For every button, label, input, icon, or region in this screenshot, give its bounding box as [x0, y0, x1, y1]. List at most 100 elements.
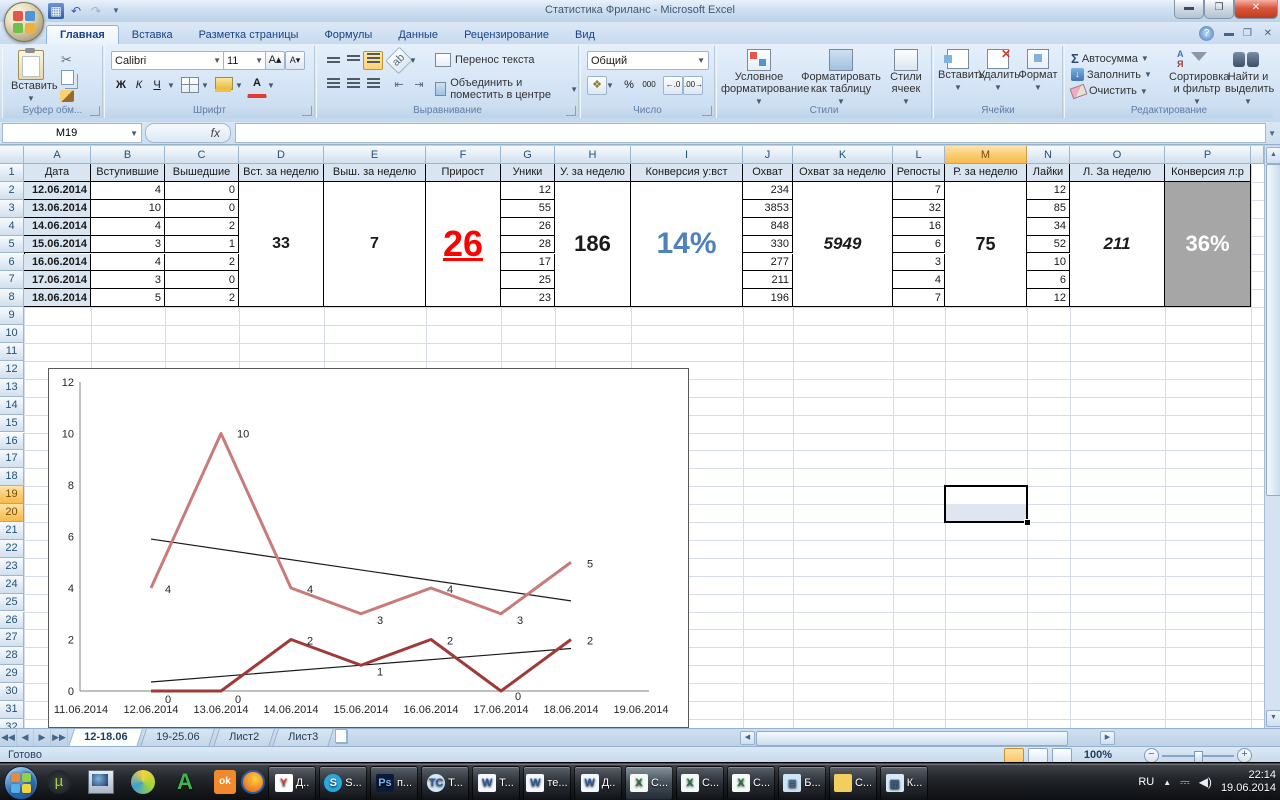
zoom-level[interactable]: 100%: [1083, 749, 1112, 761]
horizontal-scroll-thumb[interactable]: [756, 731, 1068, 746]
row-header-4[interactable]: 4: [0, 217, 24, 236]
select-all-corner[interactable]: [0, 146, 24, 164]
table-cell-A2[interactable]: 12.06.2014: [24, 181, 91, 200]
prev-sheet-icon[interactable]: ◀: [17, 729, 34, 747]
taskbar-button-excel-9[interactable]: X С...: [727, 766, 775, 800]
table-cell-C3[interactable]: 0: [165, 199, 239, 218]
taskbar-button-calc-12[interactable]: ▦ К...: [880, 766, 928, 800]
table-cell-C7[interactable]: 0: [165, 271, 239, 290]
row-header-30[interactable]: 30: [0, 683, 24, 701]
column-header-O[interactable]: O: [1070, 146, 1165, 164]
align-top-icon[interactable]: [323, 51, 343, 70]
taskbar-button-excel-7[interactable]: X С...: [625, 766, 673, 800]
table-cell-J8[interactable]: 196: [743, 289, 793, 308]
clock[interactable]: 22:14 19.06.2014: [1221, 769, 1276, 795]
ribbon-tab-6[interactable]: Вид: [575, 29, 595, 41]
table-cell-B4[interactable]: 4: [91, 217, 165, 236]
row-header-7[interactable]: 7: [0, 271, 24, 290]
row-header-10[interactable]: 10: [0, 325, 24, 343]
find-select-button[interactable]: Найти и выделить ▼: [1225, 49, 1274, 107]
column-header-F[interactable]: F: [426, 146, 501, 164]
number-launcher-icon[interactable]: [702, 106, 712, 116]
column-header-P[interactable]: P: [1165, 146, 1251, 164]
row-header-15[interactable]: 15: [0, 414, 24, 433]
table-header-O[interactable]: Л. За неделю: [1070, 164, 1165, 182]
table-cell-B7[interactable]: 3: [91, 271, 165, 290]
firefox-icon[interactable]: [238, 768, 268, 796]
name-box-dropdown-icon[interactable]: ▼: [130, 128, 138, 138]
align-left-icon[interactable]: [323, 76, 343, 95]
table-header-N[interactable]: Лайки: [1027, 164, 1070, 182]
font-color-dropdown-icon[interactable]: ▼: [267, 81, 275, 90]
table-merged-cell-H[interactable]: 186: [555, 181, 631, 308]
table-header-K[interactable]: Охват за неделю: [793, 164, 893, 182]
font-color-icon[interactable]: A: [247, 76, 267, 98]
column-header-K[interactable]: K: [793, 146, 893, 164]
taskbar-button-word-4[interactable]: W Т...: [472, 766, 520, 800]
ribbon-tab-5[interactable]: Рецензирование: [464, 29, 550, 41]
first-sheet-icon[interactable]: ◀◀: [0, 729, 17, 747]
column-header-J[interactable]: J: [743, 146, 793, 164]
column-header-A[interactable]: A: [24, 146, 91, 164]
table-header-P[interactable]: Конверсия л:р: [1165, 164, 1251, 182]
undo-icon[interactable]: ↶: [70, 4, 82, 18]
table-merged-cell-K[interactable]: 5949: [793, 181, 893, 308]
decrease-decimal-icon[interactable]: .00→: [683, 76, 703, 95]
table-cell-L5[interactable]: 6: [893, 235, 945, 254]
row-header-14[interactable]: 14: [0, 396, 24, 415]
sheet-tab-3[interactable]: Лист3: [271, 729, 334, 747]
chart[interactable]: 0 2 4 6 8 10 12 11.06.2014 12.06.2014 13.06.2014 1…: [48, 368, 689, 728]
vertical-scroll-thumb[interactable]: [1266, 164, 1280, 496]
format-cells-button[interactable]: Формат ▼: [1018, 49, 1058, 93]
table-header-M[interactable]: Р. за неделю: [945, 164, 1027, 182]
table-cell-N8[interactable]: 12: [1027, 289, 1070, 308]
format-as-table-button[interactable]: Форматировать как таблицу ▼: [799, 49, 883, 107]
row-header-26[interactable]: 26: [0, 611, 24, 630]
wrap-text-button[interactable]: Перенос текста: [435, 53, 535, 67]
currency-icon[interactable]: ❖: [587, 76, 607, 95]
table-cell-A3[interactable]: 13.06.2014: [24, 199, 91, 218]
office-button[interactable]: [4, 2, 44, 42]
underline-button[interactable]: Ч: [153, 79, 161, 91]
row-header-25[interactable]: 25: [0, 593, 24, 612]
table-cell-L8[interactable]: 7: [893, 289, 945, 308]
next-sheet-icon[interactable]: ▶: [34, 729, 51, 747]
increase-indent-icon[interactable]: ⇥: [414, 79, 424, 91]
borders-dropdown-icon[interactable]: ▼: [201, 81, 209, 90]
table-cell-N6[interactable]: 10: [1027, 253, 1070, 272]
table-cell-C4[interactable]: 2: [165, 217, 239, 236]
view-page-layout-icon[interactable]: [1027, 748, 1048, 763]
close-button[interactable]: ✕: [1234, 0, 1278, 19]
currency-dropdown-icon[interactable]: ▼: [606, 81, 614, 90]
table-merged-cell-I[interactable]: 14%: [631, 181, 743, 308]
table-cell-B2[interactable]: 4: [91, 181, 165, 200]
column-header-B[interactable]: B: [91, 146, 165, 164]
formula-input[interactable]: [235, 123, 1267, 143]
table-cell-J6[interactable]: 277: [743, 253, 793, 272]
increase-decimal-icon[interactable]: ←.0: [663, 76, 683, 95]
row-header-8[interactable]: 8: [0, 289, 24, 308]
delete-cells-button[interactable]: ✕ Удалить ▼: [978, 47, 1020, 92]
table-cell-G3[interactable]: 55: [501, 199, 555, 218]
column-header-D[interactable]: D: [239, 146, 324, 164]
table-cell-C8[interactable]: 2: [165, 289, 239, 308]
row-header-2[interactable]: 2: [0, 181, 24, 200]
row-header-22[interactable]: 22: [0, 539, 24, 558]
taskbar-button-photoshop-2[interactable]: Ps п...: [370, 766, 418, 800]
zoom-slider-thumb[interactable]: [1193, 750, 1203, 763]
taskbar-button-word-6[interactable]: W Д..: [574, 766, 622, 800]
table-cell-L7[interactable]: 4: [893, 271, 945, 290]
insert-worksheet-icon[interactable]: [331, 729, 351, 747]
table-cell-A6[interactable]: 16.06.2014: [24, 253, 91, 272]
table-cell-J5[interactable]: 330: [743, 235, 793, 254]
amigo-icon[interactable]: A: [177, 769, 193, 794]
align-right-icon[interactable]: [363, 76, 383, 95]
table-header-B[interactable]: Вступившие: [91, 164, 165, 182]
workbook-restore-icon[interactable]: ❐: [1243, 28, 1252, 39]
table-cell-A4[interactable]: 14.06.2014: [24, 217, 91, 236]
zoom-in-icon[interactable]: +: [1237, 748, 1252, 763]
font-launcher-icon[interactable]: [302, 106, 312, 116]
row-header-19[interactable]: 19: [0, 486, 24, 505]
bold-button[interactable]: Ж: [116, 79, 126, 91]
taskbar-button-yandex-0[interactable]: Y Д..: [268, 766, 316, 800]
